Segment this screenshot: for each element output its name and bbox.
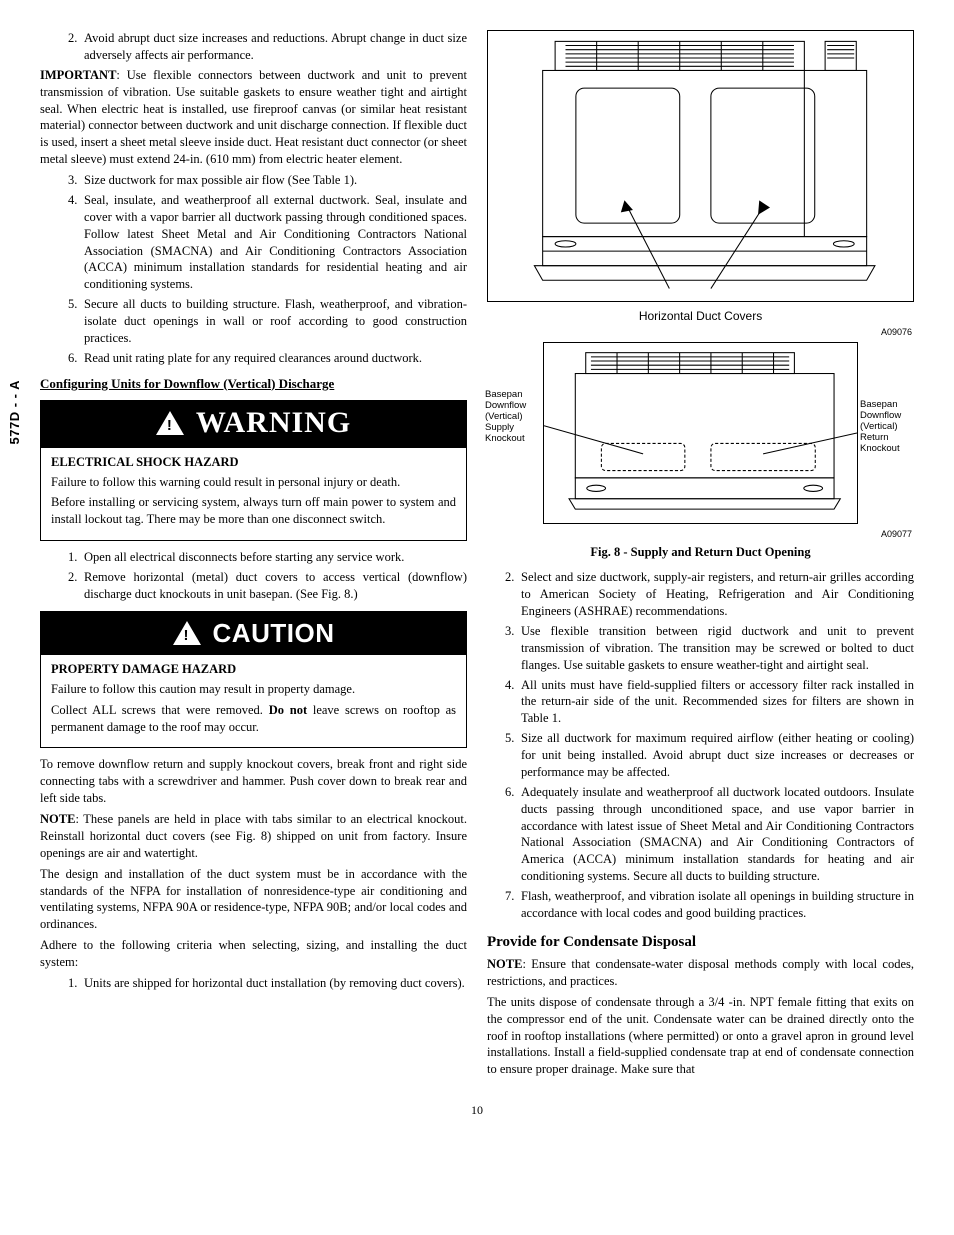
model-side-tab: 577D - - A — [6, 380, 24, 444]
figure-2-id: A09077 — [487, 528, 912, 540]
warning-p2: Before installing or servicing system, a… — [51, 494, 456, 528]
right-column: Horizontal Duct Covers A09076 Basepan Do… — [487, 30, 914, 1082]
list-item: 2.Select and size ductwork, supply-air r… — [505, 569, 914, 620]
basepan-diagram-icon — [544, 343, 857, 523]
warning-triangle-icon — [173, 621, 201, 645]
item-number: 4. — [505, 677, 521, 728]
unit-diagram-icon — [488, 31, 913, 301]
list-item: 7.Flash, weatherproof, and vibration iso… — [505, 888, 914, 922]
note-text: : These panels are held in place with ta… — [40, 812, 467, 860]
item-text: Use flexible transition between rigid du… — [521, 623, 914, 674]
list-item: 1.Open all electrical disconnects before… — [68, 549, 467, 566]
list-item: 4.Seal, insulate, and weatherproof all e… — [68, 192, 467, 293]
warning-box: WARNING ELECTRICAL SHOCK HAZARD Failure … — [40, 400, 467, 541]
item-number: 3. — [68, 172, 84, 189]
ordered-list-3: 1.Open all electrical disconnects before… — [40, 549, 467, 603]
list-item: 6.Adequately insulate and weatherproof a… — [505, 784, 914, 885]
item-text: Remove horizontal (metal) duct covers to… — [84, 569, 467, 603]
left-column: 2.Avoid abrupt duct size increases and r… — [40, 30, 467, 1082]
item-text: Units are shipped for horizontal duct in… — [84, 975, 465, 992]
caution-header: CAUTION — [41, 612, 466, 655]
remove-paragraph: To remove downflow return and supply kno… — [40, 756, 467, 807]
item-text: Read unit rating plate for any required … — [84, 350, 422, 367]
item-number: 4. — [68, 192, 84, 293]
supply-knockout-label: Basepan Downflow (Vertical) Supply Knock… — [485, 390, 541, 445]
design-paragraph: The design and installation of the duct … — [40, 866, 467, 934]
figure-horizontal-duct — [487, 30, 914, 302]
item-number: 6. — [505, 784, 521, 885]
list-item: 3.Use flexible transition between rigid … — [505, 623, 914, 674]
page-container: 577D - - A 2.Avoid abrupt duct size incr… — [40, 30, 914, 1082]
item-number: 1. — [68, 975, 84, 992]
list-item: 6.Read unit rating plate for any require… — [68, 350, 467, 367]
condensate-paragraph: The units dispose of condensate through … — [487, 994, 914, 1078]
list-item: 1.Units are shipped for horizontal duct … — [68, 975, 467, 992]
figure-2-wrapper: Basepan Downflow (Vertical) Supply Knock… — [487, 342, 914, 524]
figure-1-id: A09076 — [487, 326, 912, 338]
caution-p1: Failure to follow this caution may resul… — [51, 681, 456, 698]
warning-header-text: WARNING — [196, 403, 351, 444]
note-text: : Ensure that condensate-water disposal … — [487, 957, 914, 988]
item-number: 7. — [505, 888, 521, 922]
warning-p1: Failure to follow this warning could res… — [51, 474, 456, 491]
condensate-note: NOTE: Ensure that condensate-water dispo… — [487, 956, 914, 990]
item-text: All units must have field-supplied filte… — [521, 677, 914, 728]
item-text: Avoid abrupt duct size increases and red… — [84, 30, 467, 64]
config-heading: Configuring Units for Downflow (Vertical… — [40, 375, 467, 393]
item-number: 5. — [505, 730, 521, 781]
adhere-paragraph: Adhere to the following criteria when se… — [40, 937, 467, 971]
figure-supply-return — [543, 342, 858, 524]
item-number: 6. — [68, 350, 84, 367]
item-number: 2. — [505, 569, 521, 620]
note-paragraph: NOTE: These panels are held in place wit… — [40, 811, 467, 862]
warning-header: WARNING — [41, 401, 466, 448]
item-text: Secure all ducts to building structure. … — [84, 296, 467, 347]
ordered-list-4: 1.Units are shipped for horizontal duct … — [40, 975, 467, 992]
caution-box: CAUTION PROPERTY DAMAGE HAZARD Failure t… — [40, 611, 467, 749]
condensate-heading: Provide for Condensate Disposal — [487, 932, 914, 952]
item-number: 2. — [68, 30, 84, 64]
item-text: Seal, insulate, and weatherproof all ext… — [84, 192, 467, 293]
list-item: 2.Remove horizontal (metal) duct covers … — [68, 569, 467, 603]
caution-header-text: CAUTION — [213, 616, 335, 651]
ordered-list-right: 2.Select and size ductwork, supply-air r… — [487, 569, 914, 922]
important-text: : Use flexible connectors between ductwo… — [40, 68, 467, 166]
return-knockout-label: Basepan Downflow (Vertical) Return Knock… — [860, 400, 916, 455]
item-text: Size all ductwork for maximum required a… — [521, 730, 914, 781]
item-number: 2. — [68, 569, 84, 603]
list-item: 4.All units must have field-supplied fil… — [505, 677, 914, 728]
caution-body: PROPERTY DAMAGE HAZARD Failure to follow… — [41, 655, 466, 748]
item-text: Select and size ductwork, supply-air reg… — [521, 569, 914, 620]
warning-triangle-icon — [156, 411, 184, 435]
item-text: Flash, weatherproof, and vibration isola… — [521, 888, 914, 922]
list-item: 3.Size ductwork for max possible air flo… — [68, 172, 467, 189]
important-paragraph: IMPORTANT: Use flexible connectors betwe… — [40, 67, 467, 168]
note-label: NOTE — [487, 957, 522, 971]
item-text: Open all electrical disconnects before s… — [84, 549, 404, 566]
ordered-list-1: 2.Avoid abrupt duct size increases and r… — [40, 30, 467, 64]
item-text: Size ductwork for max possible air flow … — [84, 172, 357, 189]
item-text: Adequately insulate and weatherproof all… — [521, 784, 914, 885]
caution-title: PROPERTY DAMAGE HAZARD — [51, 661, 456, 678]
item-number: 5. — [68, 296, 84, 347]
item-number: 3. — [505, 623, 521, 674]
note-label: NOTE — [40, 812, 75, 826]
item-number: 1. — [68, 549, 84, 566]
list-item: 2.Avoid abrupt duct size increases and r… — [68, 30, 467, 64]
warning-body: ELECTRICAL SHOCK HAZARD Failure to follo… — [41, 448, 466, 541]
figure-caption: Fig. 8 - Supply and Return Duct Opening — [487, 544, 914, 561]
list-item: 5.Size all ductwork for maximum required… — [505, 730, 914, 781]
warning-title: ELECTRICAL SHOCK HAZARD — [51, 454, 456, 471]
figure-1-label: Horizontal Duct Covers — [487, 308, 914, 324]
page-number: 10 — [40, 1102, 914, 1118]
ordered-list-2: 3.Size ductwork for max possible air flo… — [40, 172, 467, 367]
caution-p2: Collect ALL screws that were removed. Do… — [51, 702, 456, 736]
list-item: 5.Secure all ducts to building structure… — [68, 296, 467, 347]
important-label: IMPORTANT — [40, 68, 116, 82]
